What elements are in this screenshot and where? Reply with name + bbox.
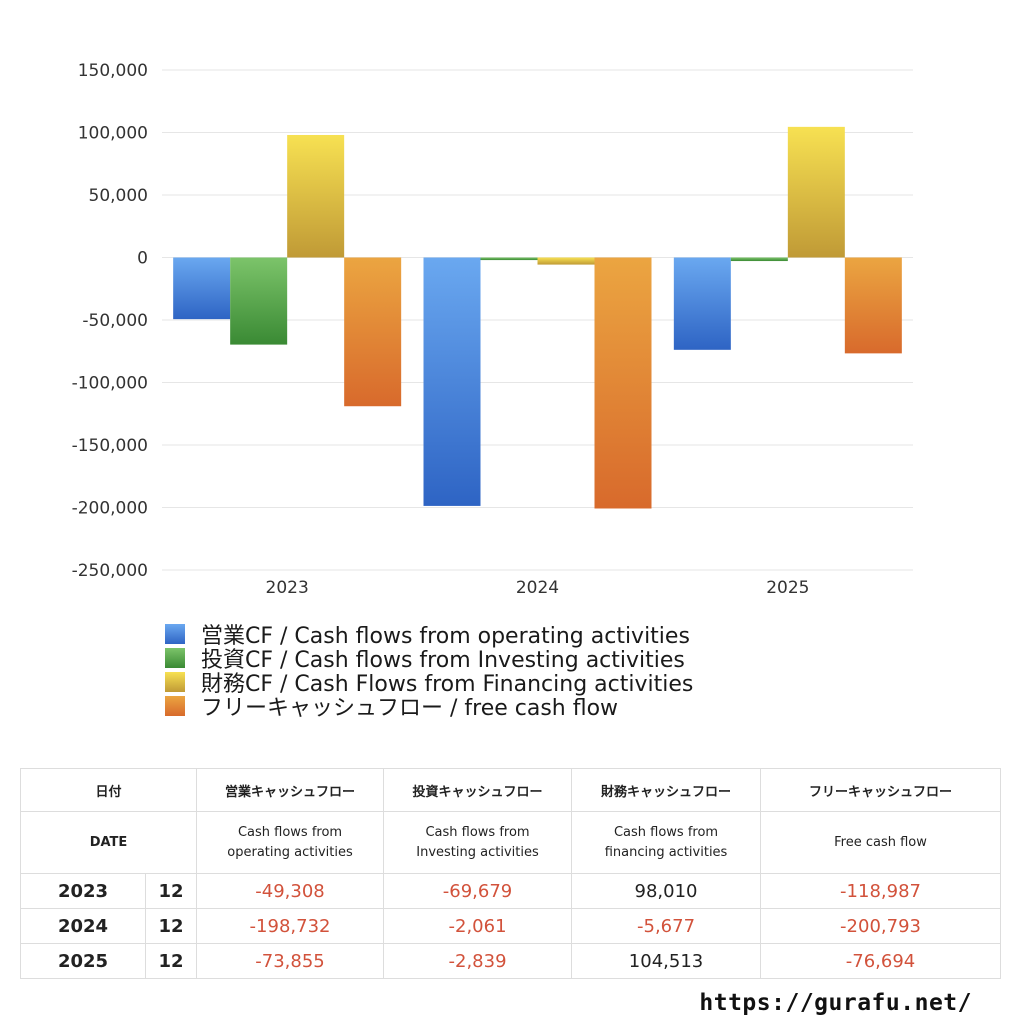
- bar: [787, 126, 845, 258]
- header-financing-en-line1: Cash flows from: [613, 824, 719, 840]
- row-investing: -2,839: [383, 943, 573, 979]
- y-axis: 150,000 100,000 50,000 0 -50,000 -100,000 -150…: [72, 61, 148, 581]
- bar: [287, 134, 345, 258]
- legend-item-investing: 投資CF / Cash flows from Investing activit…: [165, 646, 693, 673]
- y-tick-label: 50,000: [89, 186, 148, 206]
- row-financing: 98,010: [571, 873, 762, 909]
- row-month: 12: [144, 873, 198, 909]
- y-tick-label: -150,000: [72, 436, 148, 456]
- legend-label-financing: 財務CF / Cash Flows from Financing activit…: [201, 672, 694, 697]
- legend-label-investing: 投資CF / Cash flows from Investing activit…: [201, 648, 685, 673]
- y-tick-label: -200,000: [72, 499, 148, 519]
- y-tick-label: -250,000: [72, 561, 148, 581]
- bar: [173, 257, 231, 320]
- row-operating: -198,732: [196, 908, 385, 944]
- legend-item-operating: 営業CF / Cash flows from operating activit…: [165, 622, 693, 649]
- y-tick-label: 100,000: [78, 124, 148, 144]
- x-axis: 2023 2024 2025: [266, 578, 810, 598]
- row-financing: 104,513: [571, 943, 762, 979]
- table-row: 2025 12 -73,855 -2,839 104,513 -76,694: [20, 943, 1002, 979]
- bar: [344, 257, 402, 407]
- bars: [173, 126, 902, 509]
- row-investing: -69,679: [383, 873, 573, 909]
- legend-item-free: フリーキャッシュフロー / free cash flow: [165, 694, 693, 721]
- x-tick-label: 2024: [516, 578, 559, 598]
- row-year: 2025: [20, 943, 146, 979]
- legend-swatch-free: [165, 696, 185, 716]
- y-tick-label: 150,000: [78, 61, 148, 81]
- header-operating-en-line2: operating activities: [227, 844, 353, 860]
- bar: [537, 257, 595, 265]
- table-header-jp: 日付 営業キャッシュフロー 投資キャッシュフロー 財務キャッシュフロー フリーキ…: [19, 768, 1002, 812]
- header-financing-jp: 財務キャッシュフロー: [571, 768, 762, 812]
- header-investing-en-line1: Cash flows from: [425, 824, 530, 840]
- cash-flow-table: 日付 営業キャッシュフロー 投資キャッシュフロー 財務キャッシュフロー フリーキ…: [19, 768, 1002, 979]
- row-free: -118,987: [760, 873, 1002, 909]
- header-financing-en: Cash flows from financing activities: [571, 811, 762, 874]
- row-year: 2023: [20, 873, 146, 909]
- row-operating: -49,308: [196, 873, 385, 909]
- bar: [230, 257, 288, 345]
- row-month: 12: [144, 908, 198, 944]
- row-free: -200,793: [760, 908, 1002, 944]
- x-tick-label: 2023: [266, 578, 309, 598]
- row-financing: -5,677: [571, 908, 762, 944]
- site-url[interactable]: https://gurafu.net/: [699, 990, 972, 1016]
- header-operating-jp: 営業キャッシュフロー: [196, 768, 385, 812]
- bar: [673, 257, 731, 350]
- row-operating: -73,855: [196, 943, 385, 979]
- row-month: 12: [144, 943, 198, 979]
- y-tick-label: -50,000: [82, 311, 148, 331]
- bar: [480, 257, 538, 261]
- bar: [423, 257, 481, 506]
- legend-swatch-operating: [165, 624, 185, 644]
- legend-label-free: フリーキャッシュフロー / free cash flow: [201, 696, 619, 721]
- legend-item-financing: 財務CF / Cash Flows from Financing activit…: [165, 670, 693, 697]
- header-date-jp: 日付: [19, 768, 198, 812]
- bar: [730, 257, 788, 262]
- table-header-en: DATE Cash flows from operating activities…: [19, 811, 1002, 874]
- table-row: 2024 12 -198,732 -2,061 -5,677 -200,793: [20, 908, 1002, 944]
- row-investing: -2,061: [383, 908, 573, 944]
- table-row: 2023 12 -49,308 -69,679 98,010 -118,987: [20, 873, 1002, 909]
- row-year: 2024: [20, 908, 146, 944]
- bar: [844, 257, 902, 354]
- y-tick-label: -100,000: [72, 374, 148, 394]
- header-financing-en-line2: financing activities: [604, 844, 728, 860]
- legend: 営業CF / Cash flows from operating activit…: [165, 622, 693, 721]
- header-free-jp: フリーキャッシュフロー: [760, 768, 1002, 812]
- header-investing-en: Cash flows from Investing activities: [383, 811, 573, 874]
- legend-swatch-investing: [165, 648, 185, 668]
- bar: [594, 257, 652, 509]
- legend-swatch-financing: [165, 672, 185, 692]
- header-date-en: DATE: [19, 811, 198, 874]
- legend-label-operating: 営業CF / Cash flows from operating activit…: [201, 624, 690, 649]
- header-operating-en: Cash flows from operating activities: [196, 811, 385, 874]
- y-tick-label: 0: [137, 249, 148, 269]
- header-investing-en-line2: Investing activities: [416, 844, 539, 860]
- cash-flow-chart: 150,000 100,000 50,000 0 -50,000 -100,000 -150…: [72, 61, 913, 598]
- x-tick-label: 2025: [766, 578, 809, 598]
- header-free-en: Free cash flow: [760, 811, 1002, 874]
- row-free: -76,694: [760, 943, 1002, 979]
- header-investing-jp: 投資キャッシュフロー: [383, 768, 573, 812]
- header-operating-en-line1: Cash flows from: [237, 824, 343, 840]
